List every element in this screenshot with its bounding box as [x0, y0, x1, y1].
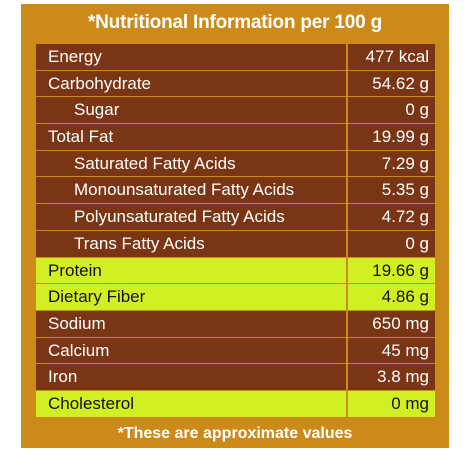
column-divider [346, 337, 348, 364]
nutrient-name: Iron [48, 367, 78, 387]
nutrient-value: 5.35 g [381, 180, 429, 200]
nutrition-title: *Nutritional Information per 100 g [87, 12, 383, 33]
nutrient-value: 4.72 g [381, 207, 429, 227]
nutrient-row: Calcium 45 mg [36, 337, 435, 365]
nutrient-row: Polyunsaturated Fatty Acids 4.72 g [36, 204, 435, 231]
nutrient-row: Protein 19.66 g [36, 257, 435, 285]
nutrient-row: Total Fat 19.99 g [36, 124, 435, 151]
nutrient-row: Saturated Fatty Acids 7.29 g [36, 150, 435, 178]
column-divider [346, 284, 348, 310]
column-divider [346, 204, 348, 230]
column-divider [346, 44, 348, 70]
nutrient-name: Energy [48, 47, 102, 66]
nutrient-row: Sodium 650 mg [36, 310, 435, 338]
nutrient-name: Sugar [74, 100, 120, 120]
nutrient-value: 0 g [405, 233, 429, 253]
nutrient-row: Iron 3.8 mg [36, 364, 435, 391]
nutrient-value: 45 mg [381, 340, 429, 360]
column-divider [346, 177, 348, 204]
nutrition-panel: *Nutritional Information per 100 g Energ… [21, 4, 449, 448]
nutrient-name: Dietary Fiber [48, 287, 146, 307]
nutrient-row: Monounsaturated Fatty Acids 5.35 g [36, 177, 435, 205]
nutrient-row: Trans Fatty Acids 0 g [36, 230, 435, 258]
nutrient-name: Monounsaturated Fatty Acids [74, 180, 295, 200]
nutrient-name: Calcium [48, 340, 110, 360]
column-divider [346, 97, 348, 124]
nutrient-row: Energy 477 kcal [36, 44, 435, 71]
column-divider [346, 310, 348, 337]
nutrient-value: 19.99 g [372, 127, 429, 147]
column-divider [346, 230, 348, 257]
nutrient-name: Saturated Fatty Acids [74, 153, 236, 173]
nutrient-name: Protein [48, 260, 102, 280]
nutrient-value: 0 g [405, 100, 429, 120]
nutrient-value: 54.62 g [372, 73, 429, 93]
nutrient-value: 0 mg [391, 393, 429, 413]
column-divider [346, 70, 348, 97]
nutrient-name: Cholesterol [48, 393, 134, 413]
column-divider [346, 390, 348, 417]
nutrient-value: 650 mg [372, 313, 429, 333]
nutrient-name: Total Fat [48, 127, 114, 147]
nutrient-value: 19.66 g [372, 260, 429, 280]
nutrient-row: Cholesterol 0 mg [36, 390, 435, 418]
nutrient-name: Sodium [48, 313, 106, 333]
nutrient-name: Carbohydrate [48, 73, 152, 93]
nutrient-row: Dietary Fiber 4.86 g [36, 284, 435, 311]
column-divider [346, 257, 348, 284]
column-divider [346, 124, 348, 150]
nutrient-name: Trans Fatty Acids [74, 233, 205, 253]
nutrient-row: Carbohydrate 54.62 g [36, 70, 435, 98]
nutrient-name: Polyunsaturated Fatty Acids [74, 207, 285, 227]
nutrition-table: Energy 477 kcal Carbohydrate 54.62 g Sugar 0 … [36, 44, 435, 418]
column-divider [346, 150, 348, 177]
column-divider [346, 364, 348, 390]
nutrient-value: 7.29 g [381, 153, 429, 173]
approximate-values-note: *These are approximate values [117, 425, 353, 442]
nutrient-row: Sugar 0 g [36, 97, 435, 125]
nutrient-value: 477 kcal [365, 47, 429, 66]
nutrient-value: 4.86 g [381, 287, 429, 307]
nutrient-value: 3.8 mg [377, 367, 429, 387]
